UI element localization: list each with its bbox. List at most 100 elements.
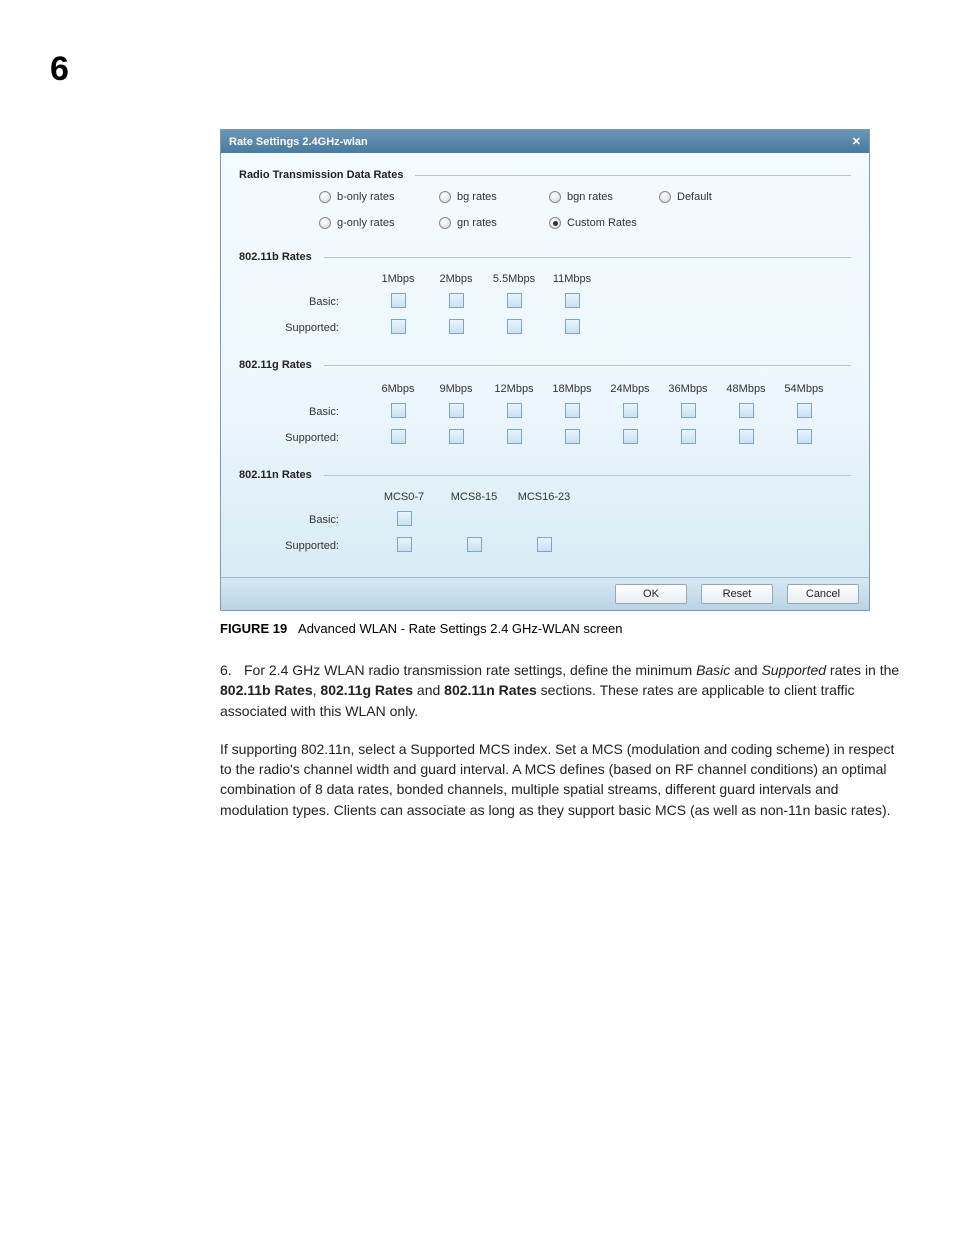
radio-b-only[interactable]: b-only rates <box>319 191 439 203</box>
checkbox[interactable] <box>449 319 464 334</box>
radio-label: gn rates <box>457 217 497 229</box>
radio-custom[interactable]: Custom Rates <box>549 217 659 229</box>
checkbox[interactable] <box>623 429 638 444</box>
col-header: MCS16-23 <box>509 491 579 503</box>
checkbox[interactable] <box>797 403 812 418</box>
checkbox[interactable] <box>507 429 522 444</box>
rate-settings-dialog: Rate Settings 2.4GHz-wlan ✕ Radio Transm… <box>220 129 870 611</box>
row-label-basic: Basic: <box>259 514 369 526</box>
n-rates-title: 802.11n Rates <box>239 469 318 481</box>
text: For 2.4 GHz WLAN radio transmission rate… <box>244 662 696 678</box>
checkbox[interactable] <box>565 293 580 308</box>
ok-button[interactable]: OK <box>615 584 687 604</box>
checkbox[interactable] <box>565 403 580 418</box>
row-label-supported: Supported: <box>259 540 369 552</box>
figure-text: Advanced WLAN - Rate Settings 2.4 GHz-WL… <box>298 621 622 636</box>
col-header: 18Mbps <box>543 383 601 395</box>
radio-icon <box>549 191 561 203</box>
button-bar: OK Reset Cancel <box>221 577 869 610</box>
col-header: 24Mbps <box>601 383 659 395</box>
n-rates-fieldset: 802.11n Rates <box>239 469 851 481</box>
col-header: 36Mbps <box>659 383 717 395</box>
basic-em: Basic <box>696 662 730 678</box>
checkbox[interactable] <box>565 429 580 444</box>
chapter-number: 6 <box>50 50 894 89</box>
doc-step: 6.For 2.4 GHz WLAN radio transmission ra… <box>220 660 900 820</box>
checkbox[interactable] <box>397 511 412 526</box>
col-header: 2Mbps <box>427 273 485 285</box>
radio-gn[interactable]: gn rates <box>439 217 549 229</box>
divider <box>324 475 851 476</box>
cancel-button[interactable]: Cancel <box>787 584 859 604</box>
radio-g-only[interactable]: g-only rates <box>319 217 439 229</box>
radio-icon <box>439 191 451 203</box>
transmission-fieldset: Radio Transmission Data Rates <box>239 169 851 181</box>
radio-bgn[interactable]: bgn rates <box>549 191 659 203</box>
row-label-supported: Supported: <box>259 432 369 444</box>
checkbox[interactable] <box>391 403 406 418</box>
checkbox[interactable] <box>507 403 522 418</box>
col-header: 54Mbps <box>775 383 833 395</box>
row-label-basic: Basic: <box>259 406 369 418</box>
col-header: MCS8-15 <box>439 491 509 503</box>
checkbox[interactable] <box>681 429 696 444</box>
radio-icon <box>659 191 671 203</box>
b-rates-fieldset: 802.11b Rates <box>239 251 851 263</box>
checkbox[interactable] <box>397 537 412 552</box>
radio-label: g-only rates <box>337 217 394 229</box>
checkbox[interactable] <box>623 403 638 418</box>
radio-label: b-only rates <box>337 191 394 203</box>
col-header: 5.5Mbps <box>485 273 543 285</box>
b-rates-table: 1Mbps 2Mbps 5.5Mbps 11Mbps Basic: Suppor… <box>259 273 851 337</box>
checkbox[interactable] <box>391 319 406 334</box>
divider <box>415 175 851 176</box>
checkbox[interactable] <box>391 429 406 444</box>
title-bar: Rate Settings 2.4GHz-wlan ✕ <box>221 130 869 153</box>
radio-icon <box>549 217 561 229</box>
checkbox[interactable] <box>565 319 580 334</box>
figure-caption: FIGURE 19 Advanced WLAN - Rate Settings … <box>220 621 894 636</box>
col-header: 11Mbps <box>543 273 601 285</box>
transmission-label: Radio Transmission Data Rates <box>239 169 409 181</box>
rates-g: 802.11g Rates <box>320 682 413 698</box>
radio-default[interactable]: Default <box>659 191 779 203</box>
checkbox[interactable] <box>507 319 522 334</box>
checkbox[interactable] <box>467 537 482 552</box>
radio-presets: b-only rates bg rates bgn rates Default … <box>319 191 851 229</box>
step-number: 6. <box>220 660 244 680</box>
text: rates in the <box>826 662 899 678</box>
radio-bg[interactable]: bg rates <box>439 191 549 203</box>
radio-label: Custom Rates <box>567 217 637 229</box>
checkbox[interactable] <box>449 403 464 418</box>
row-label-basic: Basic: <box>259 296 369 308</box>
radio-icon <box>319 191 331 203</box>
checkbox[interactable] <box>681 403 696 418</box>
text: and <box>730 662 761 678</box>
figure-number: FIGURE 19 <box>220 621 287 636</box>
g-rates-title: 802.11g Rates <box>239 359 318 371</box>
g-rates-table: 6Mbps 9Mbps 12Mbps 18Mbps 24Mbps 36Mbps … <box>259 383 851 447</box>
checkbox[interactable] <box>449 293 464 308</box>
col-header: 48Mbps <box>717 383 775 395</box>
dialog-body: Radio Transmission Data Rates b-only rat… <box>221 153 869 577</box>
checkbox[interactable] <box>739 403 754 418</box>
reset-button[interactable]: Reset <box>701 584 773 604</box>
radio-label: bgn rates <box>567 191 613 203</box>
divider <box>324 365 851 366</box>
radio-label: bg rates <box>457 191 497 203</box>
doc-paragraph: If supporting 802.11n, select a Supporte… <box>220 739 900 820</box>
text: and <box>413 682 444 698</box>
checkbox[interactable] <box>507 293 522 308</box>
checkbox[interactable] <box>537 537 552 552</box>
rates-b: 802.11b Rates <box>220 682 313 698</box>
col-header: 9Mbps <box>427 383 485 395</box>
checkbox[interactable] <box>739 429 754 444</box>
row-label-supported: Supported: <box>259 322 369 334</box>
checkbox[interactable] <box>449 429 464 444</box>
g-rates-fieldset: 802.11g Rates <box>239 359 851 371</box>
b-rates-title: 802.11b Rates <box>239 251 318 263</box>
checkbox[interactable] <box>797 429 812 444</box>
checkbox[interactable] <box>391 293 406 308</box>
close-icon[interactable]: ✕ <box>852 135 861 148</box>
col-header: 6Mbps <box>369 383 427 395</box>
